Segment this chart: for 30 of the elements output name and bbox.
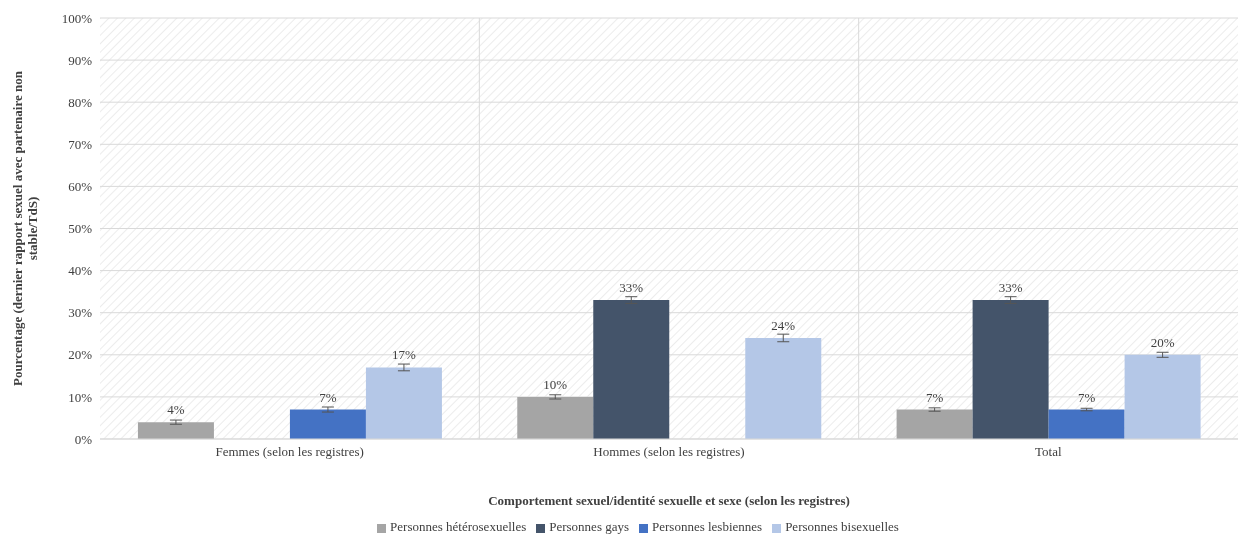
y-tick-label: 40% [68,263,93,279]
x-tick-label: Total [1035,444,1062,460]
legend-label: Personnes hétérosexuelles [390,519,527,534]
legend-label: Personnes bisexuelles [785,519,899,534]
y-tick-label: 80% [68,94,93,110]
legend-label: Personnes gays [549,519,630,534]
data-label: 7% [1077,389,1096,405]
y-tick-label: 60% [68,179,93,195]
y-tick-label: 0% [74,431,93,447]
data-label: 20% [1150,334,1175,350]
y-tick-label: 20% [68,347,93,363]
y-tick-label: 50% [68,221,93,237]
data-label: 7% [319,389,337,405]
data-label: 10% [543,376,568,392]
data-label: 7% [925,389,944,405]
x-tick-label: Hommes (selon les registres) [593,444,745,460]
x-tick-label: Femmes (selon les registres) [215,444,364,460]
data-label: 24% [771,317,796,333]
y-tick-label: 100% [61,10,93,26]
y-tick-label: 10% [68,389,93,405]
y-axis-title: Pourcentage (dernier rapport sexuel avec partenaire non stable/TdS) [10,70,40,386]
legend-label: Personnes lesbiennes [652,519,763,534]
data-label: 17% [392,347,417,363]
data-label: 4% [167,402,185,418]
data-label: 33% [619,280,644,296]
x-axis-title: Comportement sexuel/identité sexuelle et sexe (selon les registres) [488,493,850,508]
data-label: 33% [998,280,1023,296]
y-tick-label: 90% [68,52,93,68]
y-tick-label: 30% [68,305,93,321]
y-tick-label: 70% [68,136,93,152]
